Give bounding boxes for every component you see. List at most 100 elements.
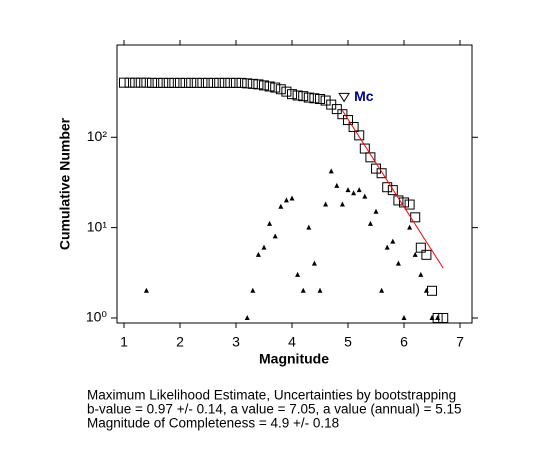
cumulative-marker	[231, 77, 242, 88]
count-marker	[323, 201, 329, 207]
count-marker	[373, 208, 379, 214]
cumulative-marker	[186, 77, 197, 88]
x-axis-label: Magnitude	[259, 351, 329, 367]
cumulative-marker	[281, 86, 292, 97]
count-marker	[143, 287, 149, 293]
cumulative-marker	[219, 77, 230, 88]
x-tick-label: 4	[288, 334, 296, 350]
cumulative-marker	[387, 185, 398, 196]
cumulative-marker	[135, 77, 146, 88]
cumulative-marker	[197, 77, 208, 88]
cumulative-marker	[169, 77, 180, 88]
plot-frame	[116, 44, 473, 324]
count-marker	[435, 314, 441, 320]
cumulative-marker	[264, 81, 275, 92]
cumulative-marker	[427, 285, 438, 296]
count-marker	[418, 271, 424, 277]
cumulative-marker	[421, 249, 432, 260]
cumulative-marker	[242, 78, 253, 89]
x-tick-label: 2	[176, 334, 184, 350]
cumulative-marker	[382, 182, 393, 193]
x-tick-label: 7	[456, 334, 464, 350]
cumulative-marker	[141, 77, 152, 88]
cumulative-marker	[124, 77, 135, 88]
cumulative-marker	[410, 212, 421, 223]
count-marker	[407, 224, 413, 230]
cumulative-marker	[119, 77, 130, 88]
cumulative-marker	[292, 90, 303, 101]
cumulative-marker	[343, 115, 354, 126]
cumulative-marker	[354, 130, 365, 141]
cumulative-marker	[253, 79, 264, 90]
x-tick-label: 3	[232, 334, 240, 350]
cumulative-marker	[214, 77, 225, 88]
count-marker	[295, 271, 301, 277]
count-marker	[244, 314, 250, 320]
info-line: Maximum Likelihood Estimate, Uncertainti…	[87, 388, 456, 403]
count-marker	[272, 233, 278, 239]
count-marker	[267, 220, 273, 226]
cumulative-marker	[348, 121, 359, 132]
cumulative-marker	[259, 80, 270, 91]
info-line: Magnitude of Completeness = 4.9 +/- 0.18	[87, 416, 339, 431]
cumulative-marker	[225, 77, 236, 88]
cumulative-marker	[152, 77, 163, 88]
cumulative-marker	[303, 92, 314, 103]
cumulative-marker	[247, 78, 258, 89]
cumulative-marker	[208, 77, 219, 88]
count-marker	[283, 197, 289, 203]
cumulative-marker	[270, 82, 281, 93]
count-marker	[412, 251, 418, 257]
count-marker	[261, 244, 267, 250]
count-marker	[356, 187, 362, 193]
cumulative-marker	[175, 77, 186, 88]
cumulative-marker	[298, 91, 309, 102]
cumulative-marker	[180, 77, 191, 88]
count-marker	[334, 182, 340, 188]
cumulative-marker	[163, 77, 174, 88]
count-marker	[339, 201, 345, 207]
count-marker	[306, 224, 312, 230]
count-marker	[379, 287, 385, 293]
count-marker	[429, 314, 435, 320]
fit-line	[341, 110, 444, 269]
cumulative-marker	[287, 89, 298, 100]
count-marker	[289, 195, 295, 201]
cumulative-marker	[331, 104, 342, 115]
count-marker	[345, 187, 351, 193]
cumulative-marker	[415, 242, 426, 253]
cumulative-marker	[438, 312, 449, 323]
count-marker	[390, 238, 396, 244]
info-line: b-value = 0.97 +/- 0.14, a value = 7.05,…	[87, 402, 462, 417]
cumulative-marker	[359, 143, 370, 154]
cumulative-marker	[376, 168, 387, 179]
cumulative-marker	[393, 195, 404, 206]
count-marker	[395, 260, 401, 266]
count-marker	[328, 168, 334, 174]
x-tick-label: 6	[400, 334, 408, 350]
count-marker	[311, 260, 317, 266]
x-tick-label: 5	[344, 334, 352, 350]
count-marker	[362, 193, 368, 199]
count-marker	[278, 203, 284, 209]
cumulative-marker	[275, 84, 286, 95]
cumulative-marker	[203, 77, 214, 88]
y-axis-label: Cumulative Number	[57, 117, 73, 250]
count-marker	[255, 251, 261, 257]
count-marker	[300, 287, 306, 293]
cumulative-marker	[236, 77, 247, 88]
count-marker	[367, 220, 373, 226]
y-tick-label: 10⁰	[86, 309, 108, 325]
count-marker	[423, 287, 429, 293]
y-tick-label: 10¹	[87, 218, 108, 234]
count-marker	[351, 190, 357, 196]
count-marker	[401, 314, 407, 320]
x-tick-label: 1	[120, 334, 128, 350]
cumulative-marker	[315, 94, 326, 105]
count-marker	[384, 244, 390, 250]
cumulative-marker	[147, 77, 158, 88]
count-marker	[250, 287, 256, 293]
cumulative-marker	[309, 93, 320, 104]
cumulative-marker	[158, 77, 169, 88]
